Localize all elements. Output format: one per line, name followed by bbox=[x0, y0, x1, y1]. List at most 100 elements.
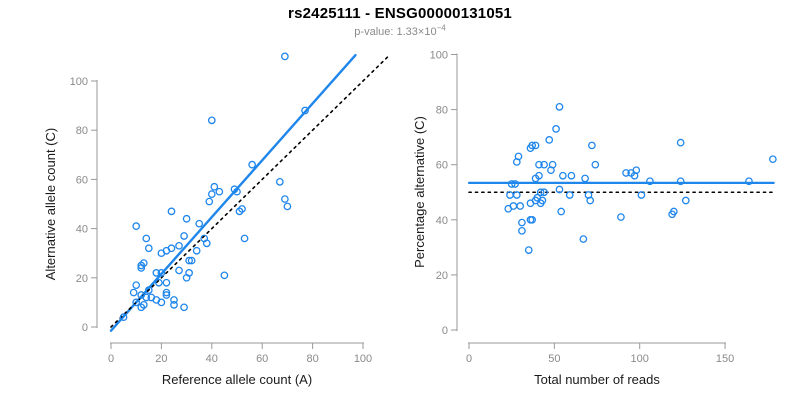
x-tick-label: 0 bbox=[466, 353, 472, 365]
data-point bbox=[545, 136, 554, 144]
data-point bbox=[202, 239, 211, 248]
x-tick-label: 60 bbox=[256, 353, 268, 365]
data-point bbox=[220, 271, 229, 280]
x-tick-label: 40 bbox=[206, 353, 218, 365]
y-tick-label: 60 bbox=[76, 174, 88, 186]
allele-count-scatter: 0 20 40 60 80 100 0 20 40 60 80 100 Reference allele… bbox=[43, 52, 390, 387]
data-point bbox=[281, 52, 289, 61]
data-point bbox=[235, 207, 244, 216]
data-point bbox=[192, 246, 201, 255]
data-point bbox=[528, 141, 537, 150]
data-point bbox=[167, 207, 176, 216]
data-point bbox=[157, 269, 166, 277]
y-tick-label: 0 bbox=[82, 322, 88, 334]
data-point bbox=[591, 160, 600, 169]
data-point bbox=[669, 207, 678, 216]
data-point bbox=[142, 293, 151, 302]
data-point bbox=[518, 218, 526, 227]
y-axis-title: Alternative allele count (C) bbox=[43, 128, 58, 280]
data-point bbox=[518, 226, 526, 235]
y-tick-label: 40 bbox=[436, 215, 448, 227]
data-point bbox=[511, 180, 519, 188]
p-value-text: p-value: 1.33×10 bbox=[354, 26, 437, 38]
data-point bbox=[555, 102, 564, 111]
data-point bbox=[182, 273, 191, 282]
percentage-vs-reads-scatter: 0 50 100 150 0 20 40 60 80 100 Total number of rea… bbox=[412, 50, 777, 387]
data-point bbox=[207, 116, 216, 125]
data-point bbox=[182, 214, 191, 223]
data-point bbox=[557, 207, 566, 216]
data-points bbox=[119, 52, 309, 322]
data-point bbox=[157, 298, 166, 307]
data-point bbox=[512, 191, 521, 199]
y-tick-label: 60 bbox=[436, 160, 448, 172]
data-point bbox=[681, 196, 690, 205]
data-point bbox=[745, 177, 753, 186]
x-axis-title: Total number of reads bbox=[534, 372, 660, 387]
data-point bbox=[132, 281, 141, 290]
y-tick-label: 40 bbox=[76, 224, 88, 236]
data-point bbox=[240, 234, 249, 243]
data-point bbox=[129, 288, 138, 297]
x-axis-title: Reference allele count (A) bbox=[162, 372, 312, 387]
data-point bbox=[185, 256, 193, 265]
figure-title: rs2425111 - ENSG00000131051 bbox=[288, 5, 512, 22]
p-value-exponent: −4 bbox=[436, 23, 446, 33]
data-point bbox=[248, 160, 256, 169]
y-tick-label: 80 bbox=[76, 125, 88, 137]
data-point bbox=[579, 235, 588, 243]
data-point bbox=[555, 185, 564, 194]
data-point bbox=[516, 202, 525, 210]
data-point bbox=[210, 182, 219, 191]
x-tick-label: 150 bbox=[716, 353, 734, 365]
data-point bbox=[207, 190, 216, 199]
data-point bbox=[565, 191, 574, 199]
data-point bbox=[170, 301, 178, 309]
data-point bbox=[540, 160, 548, 169]
data-point bbox=[524, 246, 533, 254]
data-point bbox=[137, 264, 146, 272]
y-tick-label: 20 bbox=[76, 273, 88, 285]
data-point bbox=[144, 286, 153, 294]
data-point bbox=[175, 266, 183, 275]
y-tick-label: 100 bbox=[430, 50, 448, 62]
data-point bbox=[132, 298, 141, 307]
data-point bbox=[526, 199, 535, 208]
data-point bbox=[162, 246, 171, 255]
data-point bbox=[509, 202, 518, 210]
y-axis-title: Percentage alternative (C) bbox=[412, 116, 427, 268]
x-tick-label: 100 bbox=[631, 353, 649, 365]
x-tick-label: 80 bbox=[306, 353, 318, 365]
data-point bbox=[187, 256, 196, 265]
data-point bbox=[536, 199, 545, 208]
data-point bbox=[547, 166, 555, 175]
data-point bbox=[622, 169, 630, 177]
data-point bbox=[205, 197, 214, 206]
data-point bbox=[132, 222, 141, 230]
data-point bbox=[137, 261, 146, 270]
data-point bbox=[507, 180, 516, 188]
data-point bbox=[170, 296, 178, 304]
data-points bbox=[504, 102, 777, 254]
data-point bbox=[142, 234, 151, 243]
data-point bbox=[162, 291, 171, 299]
data-point bbox=[676, 177, 685, 186]
data-point bbox=[531, 174, 540, 183]
data-point bbox=[528, 215, 537, 224]
x-tick-label: 50 bbox=[548, 353, 560, 365]
data-point bbox=[215, 187, 224, 196]
data-point bbox=[535, 160, 543, 169]
data-point bbox=[144, 244, 153, 253]
data-point bbox=[552, 125, 560, 133]
data-point bbox=[646, 177, 654, 186]
y-tick-label: 20 bbox=[436, 270, 448, 282]
x-tick-label: 0 bbox=[108, 353, 114, 365]
figure-subtitle: p-value: 1.33×10−4 bbox=[0, 23, 800, 38]
x-tick-label: 100 bbox=[354, 353, 372, 365]
y-tick-label: 80 bbox=[436, 105, 448, 117]
data-point bbox=[152, 269, 161, 277]
y-tick-label: 0 bbox=[442, 325, 448, 337]
data-point bbox=[301, 106, 309, 115]
fitted-line bbox=[109, 53, 357, 332]
